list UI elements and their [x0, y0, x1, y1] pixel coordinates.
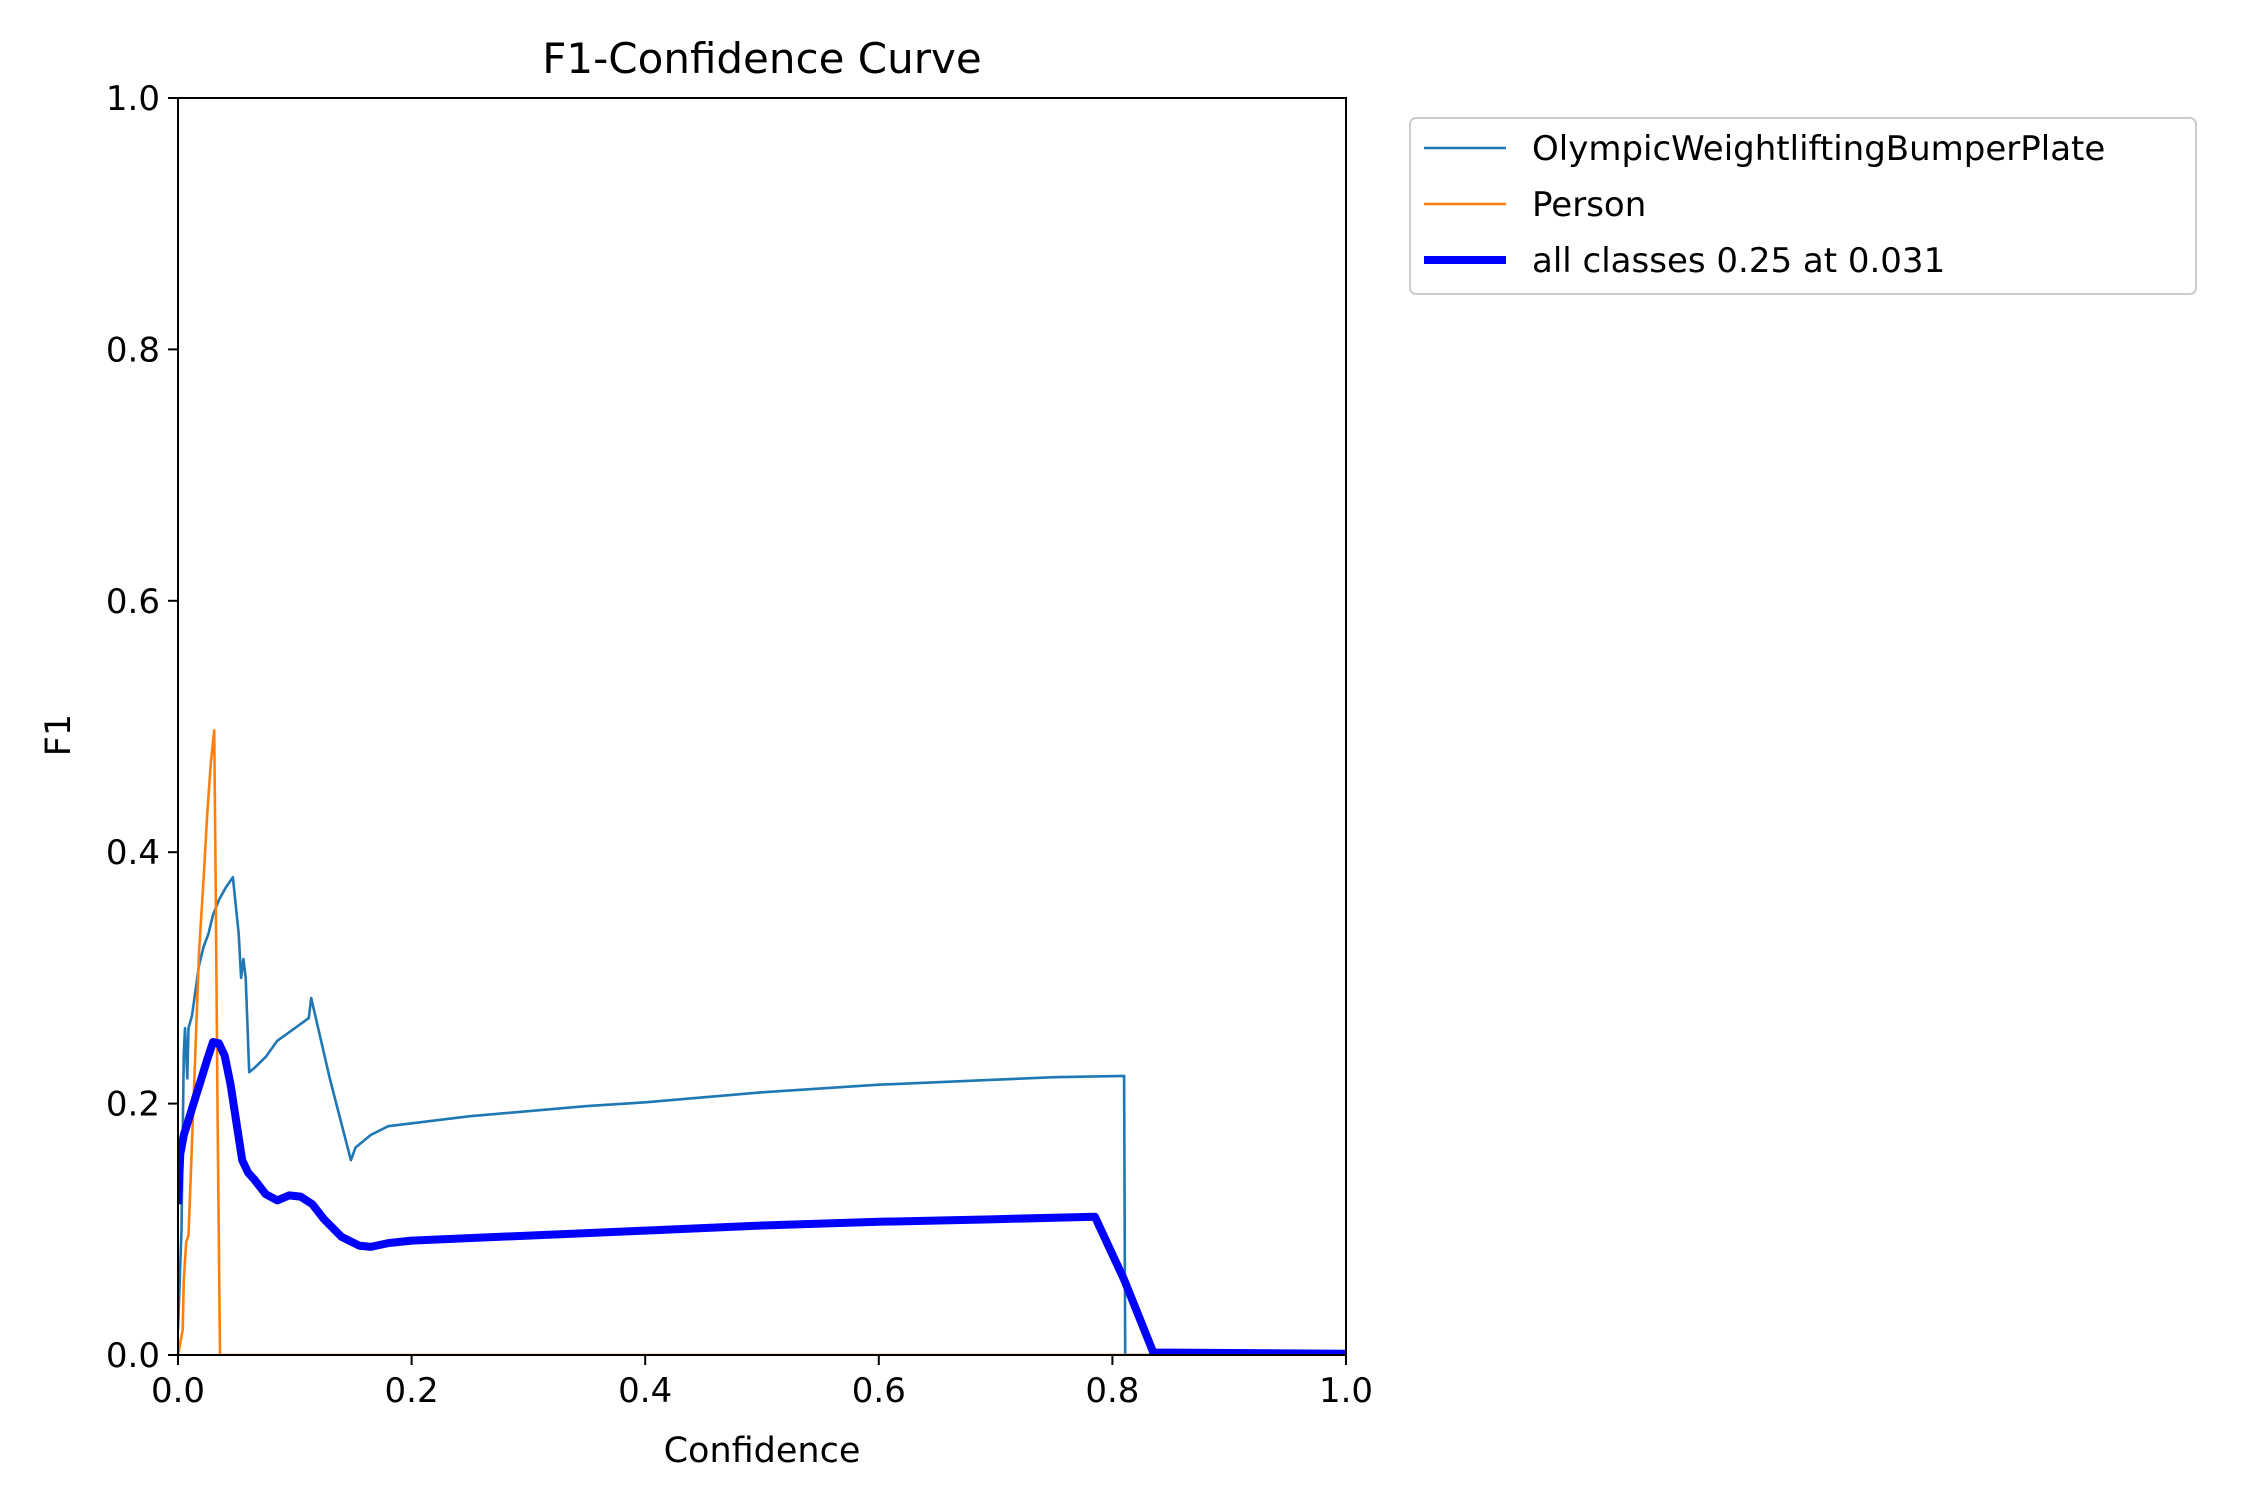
x-tick-label: 1.0: [1319, 1371, 1373, 1411]
y-tick-label: 1.0: [106, 79, 160, 119]
x-tick-label: 0.4: [618, 1371, 672, 1411]
y-tick-label: 0.2: [106, 1085, 160, 1125]
y-tick-label: 0.8: [106, 330, 160, 370]
y-tick-label: 0.4: [106, 833, 160, 873]
series-lines: [178, 729, 1346, 1355]
plot-frame: [177, 97, 1347, 1356]
y-tick-label: 0.0: [106, 1336, 160, 1376]
legend-label-2: Person: [1532, 185, 1646, 225]
series-line-3: [178, 1038, 1346, 1355]
series-line-1: [178, 876, 1346, 1355]
legend-label-1: OlympicWeightliftingBumperPlate: [1532, 129, 2105, 169]
chart-title: F1-Confidence Curve: [542, 34, 981, 83]
legend-label-3: all classes 0.25 at 0.031: [1532, 241, 1945, 281]
series-line-2: [178, 729, 1346, 1355]
y-tick-label: 0.6: [106, 582, 160, 622]
x-axis-label: Confidence: [664, 1431, 861, 1471]
x-tick-label: 0.0: [151, 1371, 205, 1411]
x-tick-label: 0.6: [852, 1371, 906, 1411]
x-tick-label: 0.2: [385, 1371, 439, 1411]
legend-box: [1409, 117, 2197, 295]
x-tick-label: 0.8: [1085, 1371, 1139, 1411]
plot-area: 0.0 0.2 0.4 0.6 0.8 1.0 0.0 0.2 0.4 0.6 0.8 1.0: [106, 79, 1373, 1411]
legend: OlympicWeightliftingBumperPlate Person all…: [1409, 117, 2197, 295]
y-axis-label: F1: [39, 714, 79, 756]
